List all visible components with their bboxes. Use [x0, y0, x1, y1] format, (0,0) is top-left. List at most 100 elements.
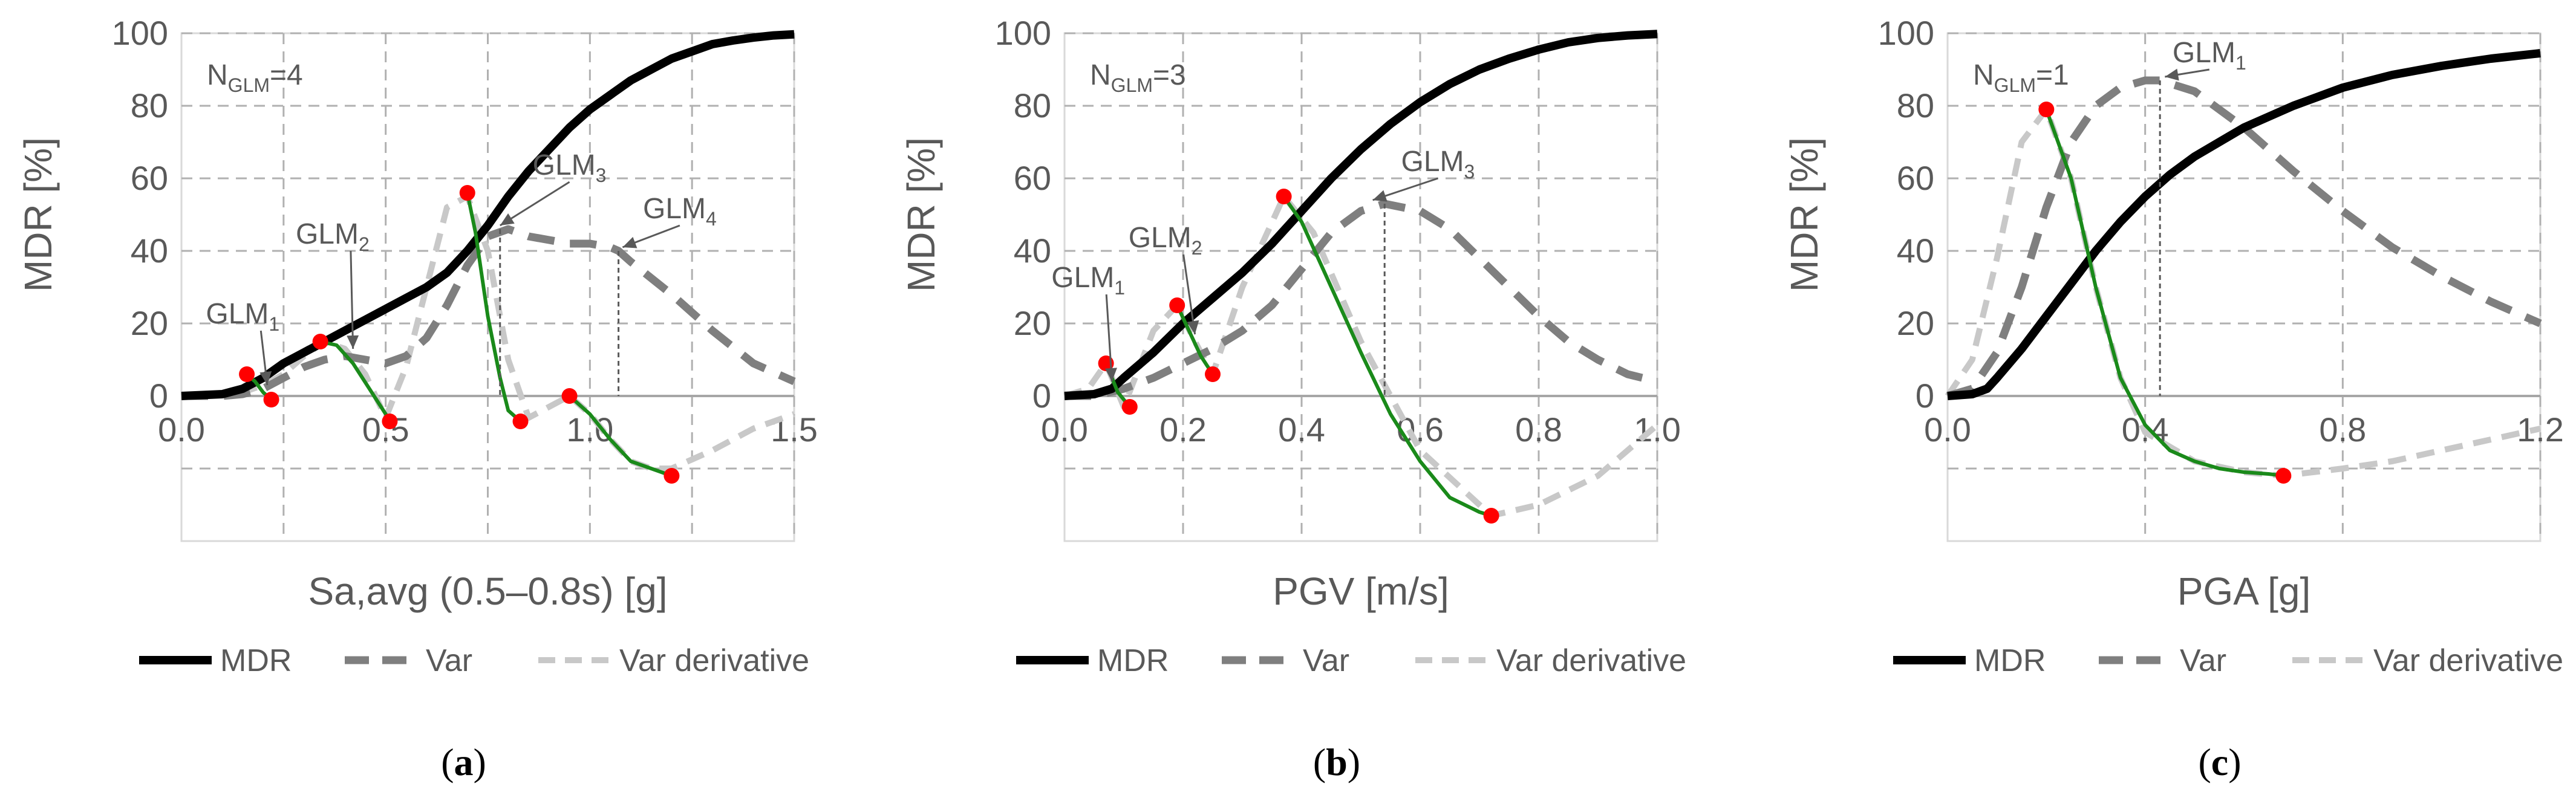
- annotation-arrow: [350, 250, 354, 349]
- glm-annotation-text: GLM: [1129, 222, 1192, 254]
- y-axis-title: MDR [%]: [16, 137, 60, 292]
- x-tick-label: 0.8: [2319, 410, 2366, 449]
- legend-label: Var derivative: [619, 643, 809, 678]
- annotation-arrowhead: [2165, 68, 2179, 81]
- x-axis-title: PGA [g]: [2177, 569, 2311, 613]
- n-glm-prefix: N: [1090, 59, 1111, 91]
- panel-label-close: ): [2228, 741, 2241, 783]
- n-glm-subscript: GLM: [1994, 74, 2036, 96]
- glm-point: [561, 388, 578, 404]
- x-tick-label: 0.0: [1924, 410, 1971, 449]
- annotation-arrowhead: [622, 236, 637, 248]
- glm-annotation-text: GLM: [2173, 37, 2235, 69]
- annotation-arrowhead: [259, 371, 272, 385]
- glm-annotation-subscript: 1: [269, 313, 279, 335]
- x-tick-label: 0.4: [1278, 410, 1325, 449]
- y-tick-label: 20: [131, 304, 168, 342]
- glm-annotation-label: GLM2: [1129, 222, 1202, 259]
- glm-point: [2275, 468, 2292, 484]
- glm-annotation-subscript: 1: [1114, 277, 1125, 299]
- glm-segment-line: [1175, 304, 1215, 375]
- glm-annotation-text: GLM: [296, 218, 359, 250]
- annotation-arrowhead: [347, 335, 359, 349]
- panel-label: (a): [441, 741, 486, 783]
- annotation-arrowhead: [500, 213, 515, 225]
- annotation-arrowhead: [1372, 190, 1387, 202]
- glm-annotation-text: GLM: [533, 149, 596, 181]
- glm-point: [263, 392, 279, 407]
- panel-label-open: (: [2198, 741, 2211, 783]
- n-glm-prefix: N: [207, 59, 228, 91]
- plot-frame: [1946, 32, 2542, 542]
- y-axis-title: MDR [%]: [1782, 137, 1826, 292]
- n-glm-label: NGLM=4: [207, 59, 303, 96]
- y-tick-label: 100: [995, 14, 1051, 52]
- glm-point: [2038, 102, 2055, 117]
- glm-point: [1169, 297, 1185, 313]
- panel-label-open: (: [441, 741, 454, 783]
- glm-segment-line: [568, 394, 673, 478]
- glm-point: [239, 366, 255, 382]
- annotation-arrow: [1105, 294, 1113, 382]
- y-tick-label: 60: [131, 159, 168, 197]
- series-line-mdr: [181, 30, 795, 400]
- panel-label-letter: b: [1326, 741, 1348, 783]
- glm-annotation-text: GLM: [1401, 146, 1464, 178]
- x-tick-label: 0.0: [1041, 410, 1088, 449]
- panel-label-close: ): [1348, 741, 1360, 783]
- legend-label: Var: [426, 643, 472, 678]
- x-axis-title: PGV [m/s]: [1273, 569, 1449, 613]
- legend-label: Var: [1303, 643, 1349, 678]
- y-tick-label: 40: [1897, 232, 1934, 270]
- annotation-arrow: [499, 181, 570, 227]
- legend-label: Var derivative: [2373, 643, 2563, 678]
- glm-annotation-label: GLM1: [1051, 262, 1125, 299]
- y-tick-label: 40: [131, 232, 168, 270]
- y-tick-label: 0: [149, 377, 168, 415]
- glm-point: [382, 414, 398, 429]
- glm-point: [1483, 508, 1499, 524]
- y-axis-title: MDR [%]: [899, 137, 943, 292]
- y-tick-label: 60: [1897, 159, 1934, 197]
- glm-annotation-text: GLM: [643, 193, 706, 225]
- glm-annotation-subscript: 1: [2235, 52, 2246, 74]
- series-line-var: [181, 225, 796, 400]
- plot-frame: [1063, 32, 1658, 542]
- glm-segment-line: [319, 340, 392, 423]
- glm-point: [512, 414, 529, 429]
- x-tick-label: 1.0: [1634, 410, 1681, 449]
- annotation-arrow: [1182, 254, 1196, 335]
- glm-point: [664, 468, 680, 484]
- glm-annotation-label: GLM1: [2173, 37, 2246, 74]
- series-line-mdr: [1947, 49, 2541, 400]
- y-tick-label: 80: [1897, 86, 1934, 125]
- series-line-var: [1065, 199, 1658, 400]
- glm-annotation-label: GLM2: [296, 218, 370, 255]
- panel-label-letter: a: [454, 741, 474, 783]
- glm-annotation-subscript: 2: [1192, 237, 1202, 259]
- n-glm-label: NGLM=3: [1090, 59, 1186, 96]
- legend-label: Var: [2180, 643, 2226, 678]
- glm-point: [1121, 399, 1138, 415]
- glm-segment-line: [2044, 108, 2284, 478]
- glm-annotation-label: GLM4: [643, 193, 717, 230]
- glm-annotation-label: GLM3: [1401, 146, 1475, 183]
- glm-segment-line: [1282, 195, 1492, 517]
- legend-label: MDR: [1097, 643, 1169, 678]
- glm-annotation-text: GLM: [1051, 262, 1114, 294]
- glm-annotation-label: GLM3: [533, 149, 607, 186]
- legend-label: MDR: [1974, 643, 2046, 678]
- glm-annotation-subscript: 3: [1464, 161, 1475, 183]
- panel-label-open: (: [1313, 741, 1326, 783]
- glm-annotation-subscript: 2: [359, 233, 370, 255]
- n-glm-suffix: =4: [270, 59, 303, 91]
- x-tick-label: 0.2: [1159, 410, 1207, 449]
- n-glm-suffix: =1: [2036, 59, 2069, 91]
- n-glm-label: NGLM=1: [1973, 59, 2069, 96]
- annotation-arrowhead: [1105, 368, 1117, 381]
- series-line-deriv: [1945, 106, 2542, 479]
- n-glm-subscript: GLM: [228, 74, 270, 96]
